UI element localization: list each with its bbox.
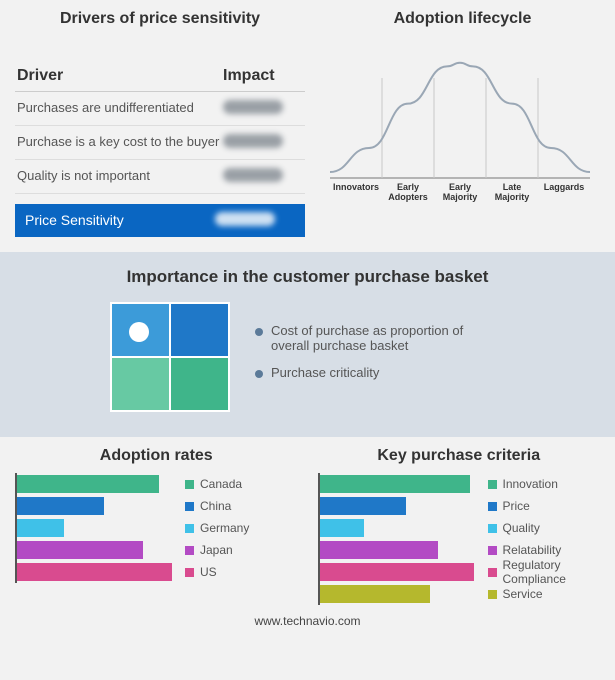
legend-item: Regulatory Compliance — [488, 561, 601, 583]
bar — [320, 585, 431, 603]
svg-text:Majority: Majority — [495, 192, 530, 202]
bar — [320, 519, 364, 537]
legend-label: US — [200, 565, 217, 579]
legend-label: Canada — [200, 477, 242, 491]
legend-item: Innovation — [488, 473, 601, 495]
svg-text:Adopters: Adopters — [388, 192, 428, 202]
legend-label: Japan — [200, 543, 233, 557]
drivers-panel: Drivers of price sensitivity Driver Impa… — [15, 10, 315, 237]
legend-swatch-icon — [488, 546, 497, 555]
drivers-row-label: Purchase is a key cost to the buyer — [17, 134, 223, 151]
legend-swatch-icon — [185, 502, 194, 511]
drivers-row: Quality is not important — [15, 160, 305, 194]
legend-swatch-icon — [488, 502, 497, 511]
legend-label: China — [200, 499, 231, 513]
legend-swatch-icon — [488, 590, 497, 599]
legend-label: Relatability — [503, 543, 562, 557]
purchase-criteria-chart — [318, 473, 478, 605]
drivers-table-head: Driver Impact — [15, 63, 305, 92]
svg-text:Early: Early — [397, 182, 419, 192]
importance-title: Importance in the customer purchase bask… — [15, 267, 600, 287]
quadrant-tr — [170, 303, 229, 357]
adoption-rates-title: Adoption rates — [15, 447, 298, 465]
legend-item: Japan — [185, 539, 298, 561]
legend-label: Service — [503, 587, 543, 601]
legend-swatch-icon — [488, 568, 497, 577]
quadrant-br — [170, 357, 229, 411]
legend-label: Price — [503, 499, 530, 513]
legend-item: China — [185, 495, 298, 517]
legend-label: Germany — [200, 521, 249, 535]
purchase-criteria-title: Key purchase criteria — [318, 447, 601, 465]
drivers-title: Drivers of price sensitivity — [15, 10, 305, 28]
legend-label: Regulatory Compliance — [503, 558, 601, 586]
footer-text: www.technavio.com — [0, 610, 615, 628]
legend-label: Quality — [503, 521, 540, 535]
top-row: Drivers of price sensitivity Driver Impa… — [0, 0, 615, 252]
drivers-summary-impact — [215, 212, 295, 229]
bar — [17, 541, 143, 559]
importance-legend-item: Purchase criticality — [255, 365, 505, 380]
adoption-rates-chart — [15, 473, 175, 583]
bullet-icon — [255, 328, 263, 336]
adoption-rates-panel: Adoption rates Canada China Germany Japan US — [15, 447, 298, 605]
svg-text:Late: Late — [503, 182, 522, 192]
svg-text:Early: Early — [449, 182, 471, 192]
drivers-row: Purchases are undifferentiated — [15, 92, 305, 126]
legend-item: Canada — [185, 473, 298, 495]
drivers-summary-row: Price Sensitivity — [15, 204, 305, 237]
bar — [17, 497, 104, 515]
bar — [320, 541, 439, 559]
quadrant-bl — [111, 357, 170, 411]
drivers-table: Driver Impact Purchases are undifferenti… — [15, 63, 305, 237]
importance-legend-item: Cost of purchase as proportion of overal… — [255, 323, 505, 353]
drivers-summary-label: Price Sensitivity — [25, 212, 215, 229]
bar — [17, 475, 159, 493]
legend-swatch-icon — [488, 480, 497, 489]
drivers-row: Purchase is a key cost to the buyer — [15, 126, 305, 160]
purchase-criteria-panel: Key purchase criteria Innovation Price Qua… — [318, 447, 601, 605]
legend-swatch-icon — [488, 524, 497, 533]
importance-band: Importance in the customer purchase bask… — [0, 252, 615, 437]
bar — [320, 563, 475, 581]
svg-text:Laggards: Laggards — [544, 182, 585, 192]
drivers-head-driver: Driver — [17, 67, 223, 85]
legend-item: US — [185, 561, 298, 583]
importance-legend: Cost of purchase as proportion of overal… — [255, 323, 505, 392]
legend-swatch-icon — [185, 524, 194, 533]
bar — [17, 519, 64, 537]
svg-text:Majority: Majority — [443, 192, 478, 202]
legend-item: Germany — [185, 517, 298, 539]
legend-swatch-icon — [185, 568, 194, 577]
lifecycle-chart: InnovatorsEarlyAdoptersEarlyMajorityLate… — [325, 48, 595, 208]
importance-body: Cost of purchase as proportion of overal… — [15, 302, 600, 412]
bottom-row: Adoption rates Canada China Germany Japan US… — [0, 437, 615, 610]
drivers-row-impact — [223, 168, 303, 185]
drivers-row-label: Quality is not important — [17, 168, 223, 185]
legend-item: Quality — [488, 517, 601, 539]
bar — [17, 563, 172, 581]
legend-swatch-icon — [185, 480, 194, 489]
legend-swatch-icon — [185, 546, 194, 555]
importance-quadrant — [110, 302, 230, 412]
legend-item: Service — [488, 583, 601, 605]
svg-text:Innovators: Innovators — [333, 182, 379, 192]
bar — [320, 497, 407, 515]
bullet-icon — [255, 370, 263, 378]
lifecycle-title: Adoption lifecycle — [325, 10, 600, 28]
bar — [320, 475, 470, 493]
adoption-rates-legend: Canada China Germany Japan US — [185, 473, 298, 583]
legend-item: Price — [488, 495, 601, 517]
purchase-criteria-legend: Innovation Price Quality RelatabilityRegula… — [488, 473, 601, 605]
drivers-row-label: Purchases are undifferentiated — [17, 100, 223, 117]
drivers-row-impact — [223, 100, 303, 117]
drivers-head-impact: Impact — [223, 67, 303, 85]
lifecycle-panel: Adoption lifecycle InnovatorsEarlyAdopte… — [315, 10, 600, 237]
drivers-row-impact — [223, 134, 303, 151]
legend-label: Innovation — [503, 477, 558, 491]
